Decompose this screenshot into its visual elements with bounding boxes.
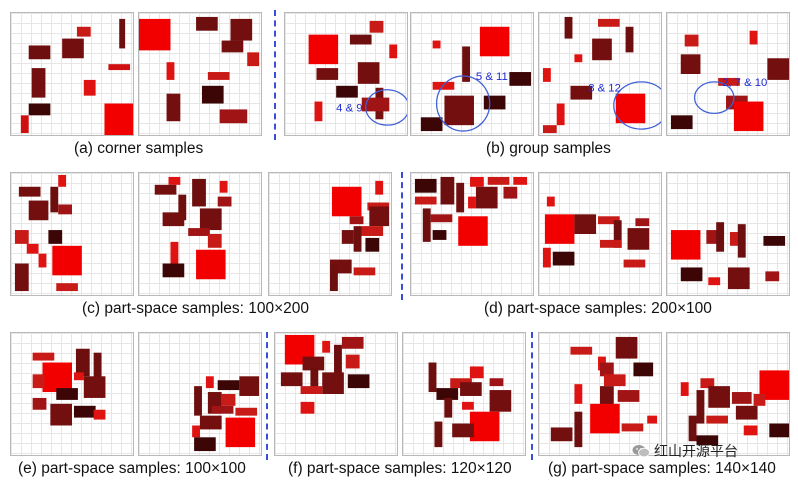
caption-c: (c) part-space samples: 100×200 [82,300,310,317]
panel-c1-blocks [14,174,82,292]
panel-a2-blocks [139,16,260,124]
panel-g1 [538,332,662,456]
panel-f1-blocks [280,334,370,414]
panel-c1 [10,172,134,296]
caption-d: (d) part-space samples: 200×100 [484,300,712,317]
panel-b4: 2, 7 & 10 [666,12,790,136]
panel-d2-blocks [542,196,650,268]
annotation-b3: 8 & 12 [588,83,621,95]
panel-e1-blocks [32,348,106,426]
annotation-b1: 4 & 9 [336,102,362,114]
annotation-b4: 2, 7 & 10 [722,77,767,89]
panel-b2-blocks: 5 & 11 [420,26,532,132]
panel-b1-blocks: 4 & 9 [308,20,407,126]
watermark-text: 红山开源平台 [654,443,738,459]
annotation-b2: 5 & 11 [476,71,508,83]
caption-g: (g) part-space samples: 140×140 [548,460,776,477]
panel-d3-blocks [670,222,786,290]
watermark: 红山开源平台 [632,441,738,461]
panel-b3-blocks: 8 & 12 [542,16,661,134]
panel-g2 [666,332,790,456]
panel-f2 [402,332,526,456]
panel-g1-blocks [550,336,658,448]
caption-f: (f) part-space samples: 120×120 [288,460,512,477]
panel-d1 [410,172,534,296]
separator-3 [266,332,268,460]
panel-g2-blocks [680,370,789,446]
panel-a1 [10,12,134,136]
separator-1 [274,10,276,140]
panel-f2-blocks [428,362,512,448]
caption-b: (b) group samples [486,140,611,157]
panel-a2 [138,12,262,136]
panel-e2-blocks [192,376,260,452]
panel-b3: 8 & 12 [538,12,662,136]
panel-b4-blocks: 2, 7 & 10 [670,30,789,132]
caption-a: (a) corner samples [74,140,204,157]
panel-b2: 5 & 11 [410,12,534,136]
panel-a1-blocks [20,18,133,135]
wechat-icon [632,445,650,458]
panel-b1: 4 & 9 [284,12,408,136]
separator-2 [401,172,403,300]
caption-e: (e) part-space samples: 100×100 [18,460,246,477]
panel-c2-blocks [154,176,232,280]
panel-c3-blocks [330,180,390,292]
panel-e1 [10,332,134,456]
panel-c2 [138,172,262,296]
panel-d2 [538,172,662,296]
panel-d1-blocks [414,176,528,246]
panel-f1 [274,332,398,456]
panel-e2 [138,332,262,456]
panel-c3 [268,172,392,296]
panel-d3 [666,172,790,296]
separator-4 [531,332,533,460]
